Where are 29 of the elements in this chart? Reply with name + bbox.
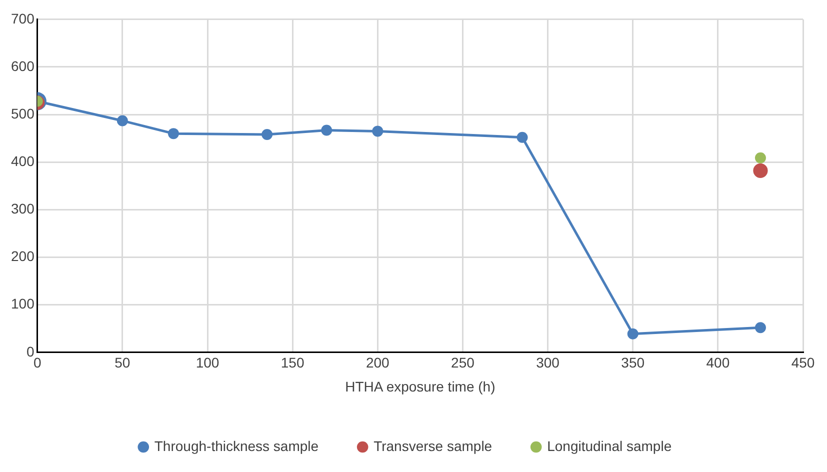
x-tick-label: 250 bbox=[451, 354, 475, 371]
x-tick-label: 150 bbox=[280, 354, 304, 371]
y-tick-label: 300 bbox=[11, 200, 35, 217]
point bbox=[754, 322, 766, 334]
y-tick-label: 200 bbox=[11, 248, 35, 264]
y-tick-label: 0 bbox=[26, 343, 35, 360]
y-tick-label: 700 bbox=[11, 10, 35, 26]
y-tick-label: 600 bbox=[11, 58, 35, 74]
point bbox=[116, 115, 128, 126]
x-tick-label: 400 bbox=[706, 354, 730, 371]
y-tick-label: 500 bbox=[11, 105, 35, 122]
x-axis-title: HTHA exposure time (h) bbox=[345, 378, 496, 394]
y-tick-label: 400 bbox=[11, 152, 35, 169]
x-tick-label: 350 bbox=[621, 354, 645, 371]
point bbox=[627, 328, 638, 340]
legend-label: Through-thickness sample bbox=[154, 438, 319, 454]
point bbox=[321, 124, 332, 136]
x-tick-label: 200 bbox=[366, 354, 390, 371]
point bbox=[262, 129, 273, 140]
x-tick-label: 300 bbox=[536, 354, 560, 371]
x-tick-label: 50 bbox=[114, 354, 130, 371]
point bbox=[372, 126, 384, 137]
legend-label: Longitudinal sample bbox=[547, 438, 672, 454]
y-tick-label: 100 bbox=[11, 296, 35, 312]
x-tick-label: 100 bbox=[196, 354, 220, 371]
x-tick-label: 450 bbox=[791, 354, 815, 371]
legend-label: Transverse sample bbox=[374, 438, 492, 454]
point bbox=[168, 128, 179, 140]
point bbox=[516, 132, 528, 143]
